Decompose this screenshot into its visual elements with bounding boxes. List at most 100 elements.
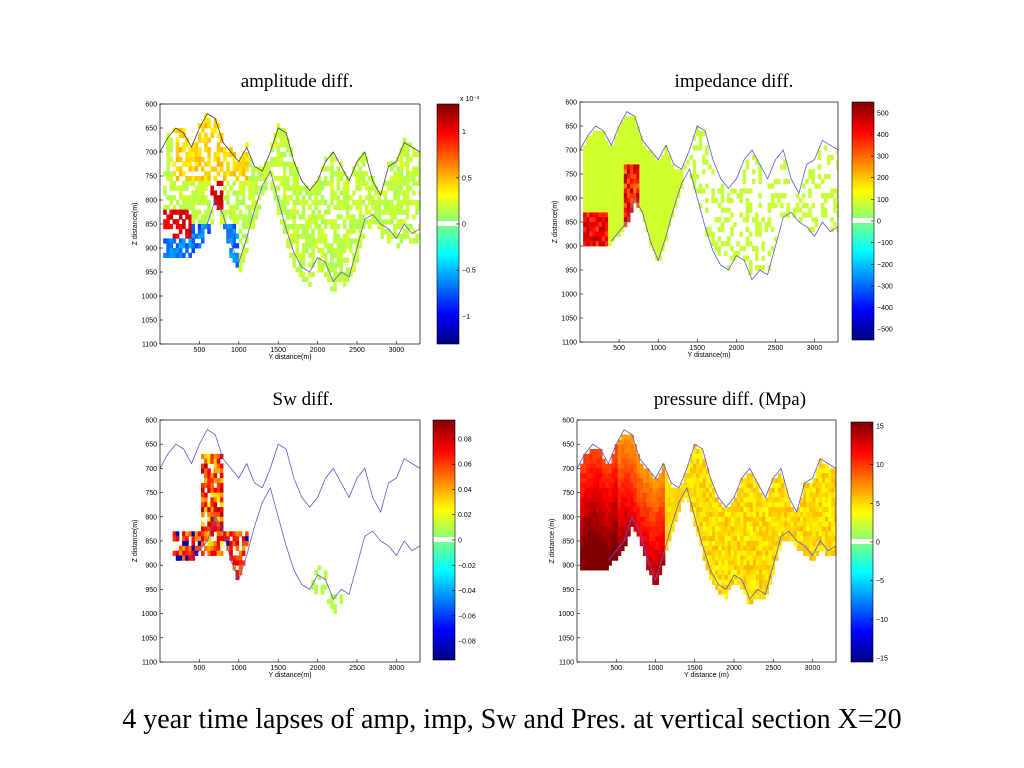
heatmap-cell — [737, 526, 741, 532]
heatmap-cell — [178, 214, 183, 220]
heatmap-cell — [636, 502, 641, 508]
heatmap-cell — [734, 541, 738, 547]
heatmap-cell — [197, 176, 202, 182]
heatmap-cell — [586, 174, 590, 180]
heatmap-cell — [194, 550, 199, 556]
heatmap-cell — [213, 487, 218, 494]
heatmap-cell — [718, 536, 722, 542]
heatmap-cell — [834, 497, 836, 503]
heatmap-cell — [374, 200, 378, 206]
y-tick-label: 750 — [565, 172, 577, 179]
heatmap-cell — [740, 531, 744, 537]
heatmap-cell — [216, 195, 221, 201]
heatmap-cell — [730, 507, 735, 513]
heatmap-cell — [712, 565, 716, 571]
heatmap-cell — [614, 545, 619, 552]
heatmap-cell — [172, 128, 177, 134]
heatmap-cell — [633, 492, 638, 498]
heatmap-cell — [664, 512, 669, 518]
colorbar-tick-label: −0.02 — [458, 563, 476, 570]
heatmap-cell — [734, 526, 738, 532]
heatmap-cell — [724, 526, 729, 532]
heatmap-cell — [633, 188, 637, 194]
heatmap-cell — [787, 516, 791, 523]
heatmap-cell — [715, 541, 719, 547]
heatmap-cell — [191, 243, 196, 249]
heatmap-cell — [630, 458, 634, 464]
heatmap-cell — [752, 555, 757, 561]
y-tick-label: 650 — [145, 442, 157, 449]
heatmap-cell — [825, 502, 829, 508]
heatmap-cell — [178, 224, 183, 230]
heatmap-cell — [734, 565, 738, 571]
heatmap-cell — [301, 195, 306, 201]
heatmap-cell — [617, 178, 622, 184]
heatmap-cell — [808, 207, 812, 213]
heatmap-cell — [276, 161, 281, 167]
heatmap-cell — [702, 550, 707, 556]
heatmap-cell — [828, 512, 832, 518]
heatmap-cell — [642, 212, 647, 218]
heatmap-cell — [235, 262, 240, 268]
heatmap-cell — [802, 212, 806, 218]
heatmap-cell — [213, 190, 218, 196]
heatmap-cell — [305, 238, 309, 244]
heatmap-cell — [175, 137, 180, 143]
heatmap-cell — [740, 478, 744, 484]
heatmap-cell — [698, 202, 703, 208]
heatmap-cell — [834, 545, 836, 552]
heatmap-cell — [210, 526, 214, 532]
heatmap-cell — [602, 507, 606, 513]
heatmap-cell — [213, 166, 218, 172]
heatmap-cell — [765, 507, 769, 513]
heatmap-cell — [605, 555, 609, 561]
heatmap-cell — [740, 555, 744, 561]
heatmap-cell — [627, 492, 631, 498]
heatmap-cell — [386, 233, 391, 239]
heatmap-cell — [771, 497, 776, 503]
heatmap-cell — [740, 492, 744, 498]
heatmap-cell — [771, 526, 776, 532]
heatmap-cell — [589, 183, 593, 189]
heatmap-cell — [759, 589, 763, 595]
heatmap-cell — [727, 521, 732, 527]
heatmap-cell — [708, 487, 713, 494]
heatmap-cell — [201, 541, 205, 547]
heatmap-cell — [339, 594, 344, 600]
heatmap-cell — [339, 238, 344, 244]
heatmap-cell — [592, 140, 597, 146]
heatmap-cell — [282, 209, 287, 215]
heatmap-cell — [336, 257, 341, 263]
heatmap-cell — [787, 536, 791, 542]
heatmap-cell — [639, 473, 644, 479]
heatmap-cell — [586, 193, 590, 199]
heatmap-cell — [317, 224, 322, 230]
heatmap-cell — [599, 497, 603, 503]
heatmap-cell — [580, 512, 584, 518]
heatmap-cell — [784, 531, 788, 537]
heatmap-cell — [201, 185, 205, 191]
heatmap-cell — [598, 198, 603, 204]
heatmap-cell — [399, 185, 404, 191]
heatmap-cell — [664, 526, 669, 532]
heatmap-cell — [806, 536, 810, 542]
heatmap-cell — [172, 238, 177, 244]
heatmap-cell — [702, 458, 707, 464]
heatmap-cell — [727, 512, 732, 518]
heatmap-cell — [172, 185, 177, 191]
heatmap-cell — [270, 142, 274, 148]
heatmap-cell — [292, 204, 296, 210]
heatmap-cell — [743, 550, 747, 556]
heatmap-cell — [595, 463, 600, 469]
heatmap-cell — [664, 236, 668, 242]
heatmap-cell — [245, 166, 249, 172]
heatmap-cell — [821, 531, 826, 537]
heatmap-cell — [623, 140, 628, 146]
heatmap-cell — [270, 185, 274, 191]
heatmap-cell — [210, 516, 214, 523]
heatmap-cell — [642, 178, 647, 184]
heatmap-cell — [368, 219, 372, 225]
colorbar-tick-label: −5 — [876, 578, 884, 585]
heatmap-cell — [355, 204, 359, 210]
heatmap-cell — [201, 487, 205, 494]
